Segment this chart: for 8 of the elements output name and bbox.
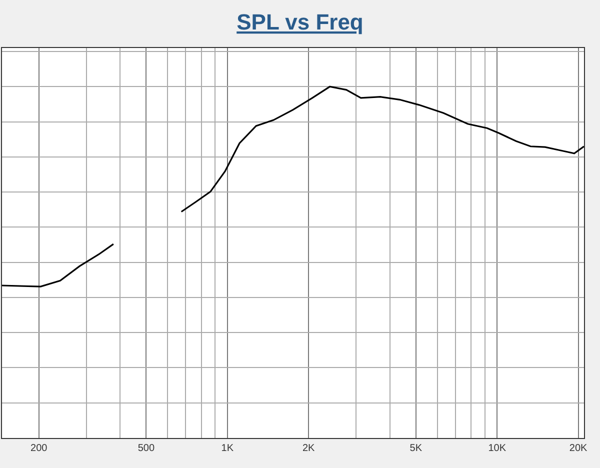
x-tick-label: 10K [488, 443, 506, 454]
chart-title: SPL vs Freq [236, 9, 364, 34]
x-tick-label: 500 [138, 443, 155, 454]
x-tick-label: 1K [221, 443, 234, 454]
x-tick-label: 2K [302, 443, 316, 454]
x-tick-label: 200 [30, 443, 48, 454]
x-tick-label: 20K [569, 443, 588, 454]
x-tick-label: 5K [410, 443, 422, 454]
